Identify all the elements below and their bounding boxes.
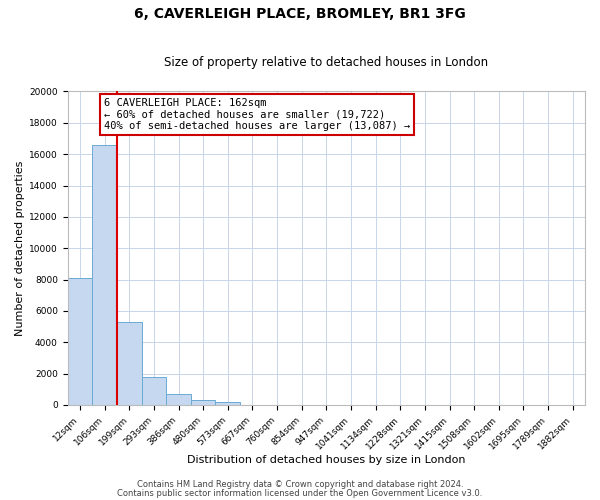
- Bar: [92, 145, 117, 405]
- Text: Contains HM Land Registry data © Crown copyright and database right 2024.: Contains HM Land Registry data © Crown c…: [137, 480, 463, 489]
- Bar: [117, 322, 142, 405]
- Bar: [68, 278, 92, 405]
- Title: Size of property relative to detached houses in London: Size of property relative to detached ho…: [164, 56, 488, 70]
- Text: 6, CAVERLEIGH PLACE, BROMLEY, BR1 3FG: 6, CAVERLEIGH PLACE, BROMLEY, BR1 3FG: [134, 8, 466, 22]
- Bar: [142, 376, 166, 405]
- Text: Contains public sector information licensed under the Open Government Licence v3: Contains public sector information licen…: [118, 489, 482, 498]
- Bar: [166, 394, 191, 405]
- Bar: [215, 402, 240, 405]
- X-axis label: Distribution of detached houses by size in London: Distribution of detached houses by size …: [187, 455, 466, 465]
- Y-axis label: Number of detached properties: Number of detached properties: [15, 160, 25, 336]
- Text: 6 CAVERLEIGH PLACE: 162sqm
← 60% of detached houses are smaller (19,722)
40% of : 6 CAVERLEIGH PLACE: 162sqm ← 60% of deta…: [104, 98, 410, 131]
- Bar: [191, 400, 215, 405]
